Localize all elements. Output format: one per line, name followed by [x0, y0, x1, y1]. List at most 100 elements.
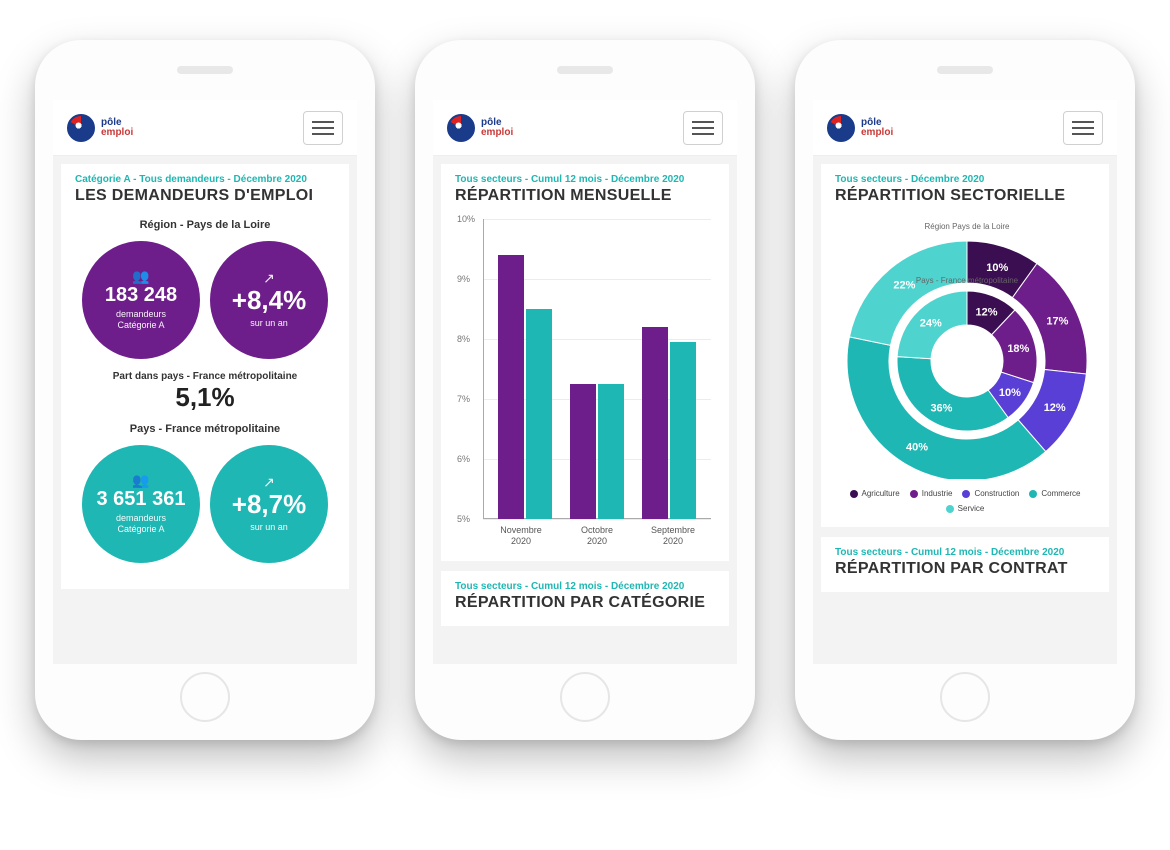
slice-label: 12%: [1044, 402, 1066, 414]
logo-line-2: emploi: [101, 128, 133, 138]
slice-label: 40%: [906, 441, 928, 453]
legend-swatch-icon: [910, 490, 918, 498]
bar: [526, 309, 552, 519]
logo-line-2: emploi: [861, 128, 893, 138]
screen-1: pôle emploi Catégorie A - Tous demandeur…: [53, 100, 357, 664]
logo-text: pôle emploi: [861, 118, 893, 138]
people-icon: 👥: [132, 473, 149, 487]
phone-2: pôle emploi Tous secteurs - Cumul 12 moi…: [415, 40, 755, 740]
section-title: RÉPARTITION PAR CATÉGORIE: [455, 594, 715, 612]
region-delta-circle: ↗ +8,4% sur un an: [210, 241, 328, 359]
logo-line-1: pôle: [481, 118, 513, 128]
country-count-circle: 👥 3 651 361 demandeursCatégorie A: [82, 445, 200, 563]
share-block: Part dans pays - France métropolitaine 5…: [75, 371, 335, 413]
share-value: 5,1%: [75, 382, 335, 413]
legend-swatch-icon: [962, 490, 970, 498]
content-1: Catégorie A - Tous demandeurs - Décembre…: [53, 156, 357, 664]
breadcrumb: Tous secteurs - Décembre 2020: [835, 174, 1095, 185]
logo-icon: [827, 114, 855, 142]
logo-line-2: emploi: [481, 128, 513, 138]
logo-icon: [67, 114, 95, 142]
country-delta-sub: sur un an: [250, 522, 288, 533]
x-labels: Novembre2020 Octobre2020 Septembre2020: [483, 525, 711, 547]
x-label: Octobre2020: [562, 525, 632, 547]
breadcrumb: Tous secteurs - Cumul 12 mois - Décembre…: [835, 547, 1095, 558]
bar: [498, 255, 524, 519]
inner-ring-label: Pays - France métropolitaine: [916, 276, 1019, 285]
legend-item: Industrie: [910, 489, 953, 498]
brand-logo[interactable]: pôle emploi: [67, 114, 133, 142]
legend-swatch-icon: [850, 490, 858, 498]
slice-label: 10%: [999, 387, 1021, 399]
x-label: Novembre2020: [486, 525, 556, 547]
screen-3: pôle emploi Tous secteurs - Décembre 202…: [813, 100, 1117, 664]
outer-ring-label: Région Pays de la Loire: [925, 222, 1010, 231]
region-count-circle: 👥 183 248 demandeursCatégorie A: [82, 241, 200, 359]
menu-button[interactable]: [683, 111, 723, 145]
region-count: 183 248: [105, 285, 177, 306]
logo-text: pôle emploi: [481, 118, 513, 138]
menu-button[interactable]: [303, 111, 343, 145]
country-count: 3 651 361: [97, 489, 186, 510]
app-header: pôle emploi: [813, 100, 1117, 156]
screen-2: pôle emploi Tous secteurs - Cumul 12 moi…: [433, 100, 737, 664]
card-demandeurs: Catégorie A - Tous demandeurs - Décembre…: [61, 164, 349, 589]
people-icon: 👥: [132, 269, 149, 283]
country-count-sub: demandeursCatégorie A: [116, 513, 166, 535]
bar-chart: 5%6%7%8%9%10%: [483, 219, 711, 519]
app-header: pôle emploi: [433, 100, 737, 156]
bar-groups: [483, 219, 711, 519]
slice-label: 18%: [1007, 343, 1029, 355]
legend-item: Commerce: [1029, 489, 1080, 498]
slice-label: 24%: [920, 317, 942, 329]
phone-1: pôle emploi Catégorie A - Tous demandeur…: [35, 40, 375, 740]
slice-label: 36%: [930, 402, 952, 414]
country-label: Pays - France métropolitaine: [75, 423, 335, 435]
card-monthly: Tous secteurs - Cumul 12 mois - Décembre…: [441, 164, 729, 561]
slice-label: 17%: [1046, 316, 1068, 328]
logo-line-1: pôle: [861, 118, 893, 128]
card-next-1: Tous secteurs - Cumul 12 mois - Décembre…: [441, 571, 729, 626]
breadcrumb: Tous secteurs - Cumul 12 mois - Décembre…: [455, 174, 715, 185]
section-title: RÉPARTITION SECTORIELLE: [835, 187, 1095, 205]
legend-item: Service: [946, 504, 985, 513]
section-title: RÉPARTITION PAR CONTRAT: [835, 560, 1095, 578]
app-header: pôle emploi: [53, 100, 357, 156]
brand-logo[interactable]: pôle emploi: [827, 114, 893, 142]
legend-item: Agriculture: [850, 489, 900, 498]
x-label: Septembre2020: [638, 525, 708, 547]
bar: [642, 327, 668, 519]
logo-text: pôle emploi: [101, 118, 133, 138]
country-delta-circle: ↗ +8,7% sur un an: [210, 445, 328, 563]
donut-legend: AgricultureIndustrieConstructionCommerce…: [835, 489, 1095, 513]
bar: [670, 342, 696, 519]
region-delta: +8,4%: [232, 287, 306, 314]
region-delta-sub: sur un an: [250, 318, 288, 329]
bar: [570, 384, 596, 519]
breadcrumb: Catégorie A - Tous demandeurs - Décembre…: [75, 174, 335, 185]
content-2: Tous secteurs - Cumul 12 mois - Décembre…: [433, 156, 737, 664]
region-label: Région - Pays de la Loire: [75, 219, 335, 231]
phone-3: pôle emploi Tous secteurs - Décembre 202…: [795, 40, 1135, 740]
breadcrumb: Tous secteurs - Cumul 12 mois - Décembre…: [455, 581, 715, 592]
arrow-up-icon: ↗: [263, 271, 275, 285]
region-circles: 👥 183 248 demandeursCatégorie A ↗ +8,4% …: [75, 241, 335, 359]
logo-line-1: pôle: [101, 118, 133, 128]
slice-label: 12%: [975, 307, 997, 319]
country-delta: +8,7%: [232, 491, 306, 518]
menu-button[interactable]: [1063, 111, 1103, 145]
region-count-sub: demandeursCatégorie A: [116, 309, 166, 331]
section-title: RÉPARTITION MENSUELLE: [455, 187, 715, 205]
country-circles: 👥 3 651 361 demandeursCatégorie A ↗ +8,7…: [75, 445, 335, 563]
content-3: Tous secteurs - Décembre 2020 RÉPARTITIO…: [813, 156, 1117, 664]
logo-icon: [447, 114, 475, 142]
section-title: LES DEMANDEURS D'EMPLOI: [75, 187, 335, 205]
arrow-up-icon: ↗: [263, 475, 275, 489]
legend-swatch-icon: [946, 505, 954, 513]
share-label: Part dans pays - France métropolitaine: [75, 371, 335, 382]
legend-swatch-icon: [1029, 490, 1037, 498]
card-next-2: Tous secteurs - Cumul 12 mois - Décembre…: [821, 537, 1109, 592]
bar: [598, 384, 624, 519]
slice-label: 10%: [986, 262, 1008, 274]
brand-logo[interactable]: pôle emploi: [447, 114, 513, 142]
